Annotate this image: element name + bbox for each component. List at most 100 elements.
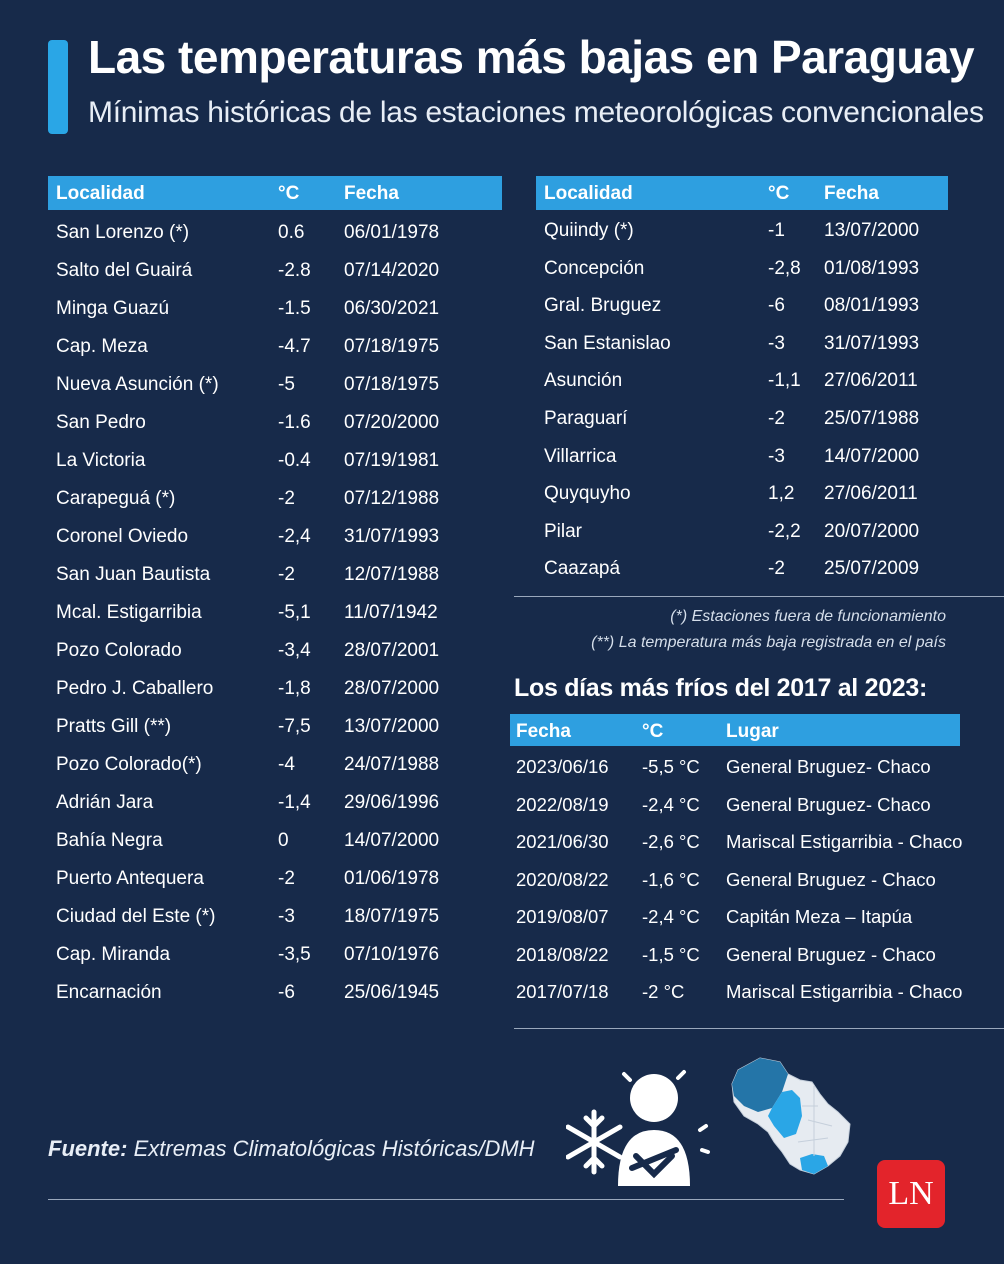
header-fecha: Fecha bbox=[516, 721, 571, 742]
cell-place: General Bruguez - Chaco bbox=[726, 943, 936, 965]
table-row: Ciudad del Este (*) -3 18/07/1975 bbox=[48, 898, 502, 936]
cell-date: 06/01/1978 bbox=[344, 222, 440, 243]
cell-temp: -1 bbox=[768, 220, 785, 241]
cell-temp: -2,8 bbox=[768, 257, 801, 279]
cell-temp: -2,2 bbox=[768, 520, 801, 542]
table-row: 2019/08/07 -2,4 °C Capitán Meza – Itapúa bbox=[510, 898, 960, 936]
cell-place: Nueva Asunción (*) bbox=[56, 374, 219, 395]
cell-temp: -2,4 °C bbox=[642, 906, 700, 927]
header-localidad: Localidad bbox=[544, 183, 633, 204]
cell-temp: -4 bbox=[278, 754, 295, 775]
cell-place: Ciudad del Este (*) bbox=[56, 906, 216, 927]
source-credit: Fuente: Extremas Climatológicas Históric… bbox=[48, 1136, 535, 1162]
cell-temp: -1,6 °C bbox=[642, 868, 700, 890]
cell-temp: -3 bbox=[768, 332, 785, 354]
table-row: Asunción -1,1 27/06/2011 bbox=[536, 362, 948, 400]
table-row: San Estanislao -3 31/07/1993 bbox=[536, 325, 948, 363]
cell-place: San Lorenzo (*) bbox=[56, 222, 190, 243]
cell-temp: -2 bbox=[278, 564, 295, 585]
cell-date: 31/07/1993 bbox=[344, 526, 440, 547]
table-row: 2017/07/18 -2 °C Mariscal Estigarribia - C… bbox=[510, 973, 962, 1011]
cell-temp: -2,4 bbox=[278, 526, 311, 547]
cell-place: Cap. Meza bbox=[56, 336, 148, 357]
cell-place: San Estanislao bbox=[544, 332, 671, 354]
cell-date: 07/12/1988 bbox=[344, 488, 440, 509]
cell-date: 2017/07/18 bbox=[516, 981, 609, 1002]
cell-place: Concepción bbox=[544, 257, 645, 279]
cell-temp: -1,8 bbox=[278, 678, 311, 699]
cell-date: 24/07/1988 bbox=[344, 754, 440, 775]
cell-place: Mariscal Estigarribia - Chaco bbox=[726, 831, 963, 852]
cold-days-table: Fecha °C Lugar 2023/06/16 -5,5 °C General … bbox=[510, 714, 963, 1011]
cell-place: Gral. Bruguez bbox=[544, 295, 662, 317]
cell-temp: -7,5 bbox=[278, 716, 311, 737]
cell-place: Pilar bbox=[544, 520, 583, 542]
cell-date: 14/07/2000 bbox=[824, 445, 920, 467]
cell-temp: 1,2 bbox=[768, 483, 795, 505]
cell-date: 14/07/2000 bbox=[344, 830, 440, 851]
table-row: Puerto Antequera -2 01/06/1978 bbox=[48, 860, 502, 898]
cell-place: Pozo Colorado(*) bbox=[56, 754, 202, 775]
page-title: Las temperaturas más bajas en Paraguay bbox=[88, 31, 975, 83]
cold-table-divider bbox=[514, 1028, 1004, 1029]
cell-place: General Bruguez- Chaco bbox=[726, 793, 931, 815]
cell-place: Quyquyho bbox=[544, 483, 631, 505]
cell-date: 08/01/1993 bbox=[824, 295, 920, 317]
table-row: Villarrica -3 14/07/2000 bbox=[536, 438, 948, 476]
table-row: Pratts Gill (**) -7,5 13/07/2000 bbox=[48, 708, 502, 746]
cell-date: 11/07/1942 bbox=[344, 602, 438, 623]
table-row: San Pedro -1.6 07/20/2000 bbox=[48, 404, 502, 442]
cell-date: 06/30/2021 bbox=[344, 298, 440, 319]
cell-temp: 0.6 bbox=[278, 222, 305, 243]
cell-place: Pedro J. Caballero bbox=[56, 678, 214, 699]
table-row: Carapeguá (*) -2 07/12/1988 bbox=[48, 480, 502, 518]
cell-place: Quiindy (*) bbox=[544, 220, 634, 241]
footnote-out-of-service: (*) Estaciones fuera de funcionamiento bbox=[670, 608, 946, 625]
footer-divider bbox=[48, 1199, 844, 1200]
table-row: San Juan Bautista -2 12/07/1988 bbox=[48, 556, 502, 594]
cell-place: Capitán Meza – Itapúa bbox=[726, 906, 913, 927]
cell-place: Puerto Antequera bbox=[56, 868, 204, 889]
cell-date: 27/06/2011 bbox=[824, 483, 918, 505]
cell-place: Salto del Guairá bbox=[56, 260, 193, 281]
cell-temp: -2 °C bbox=[642, 981, 685, 1002]
table-row: Salto del Guairá -2.8 07/14/2020 bbox=[48, 252, 502, 290]
cell-place: Cap. Miranda bbox=[56, 944, 171, 965]
cell-temp: -5 bbox=[278, 374, 295, 395]
cell-date: 07/18/1975 bbox=[344, 374, 440, 395]
cell-date: 2018/08/22 bbox=[516, 943, 609, 965]
title-accent-bar bbox=[48, 40, 68, 134]
cell-temp: 0 bbox=[278, 830, 289, 851]
cell-date: 25/07/2009 bbox=[824, 558, 920, 580]
cell-temp: -3 bbox=[768, 445, 785, 467]
cell-date: 31/07/1993 bbox=[824, 332, 920, 354]
source-label: Fuente: bbox=[48, 1136, 128, 1161]
cell-date: 18/07/1975 bbox=[344, 906, 440, 927]
table-row: Quyquyho 1,2 27/06/2011 bbox=[536, 475, 948, 513]
table-row: San Lorenzo (*) 0.6 06/01/1978 bbox=[48, 214, 502, 252]
cell-place: Coronel Oviedo bbox=[56, 526, 189, 547]
cell-temp: -2 bbox=[278, 488, 295, 509]
cell-date: 27/06/2011 bbox=[824, 370, 918, 392]
cell-temp: -2.8 bbox=[278, 260, 311, 281]
cell-temp: -3,5 bbox=[278, 944, 311, 965]
table-row: 2020/08/22 -1,6 °C General Bruguez - Chaco bbox=[510, 861, 960, 899]
table-row: Cap. Miranda -3,5 07/10/1976 bbox=[48, 936, 502, 974]
cell-temp: -6 bbox=[278, 982, 295, 1003]
table-header: Localidad °C Fecha bbox=[48, 176, 502, 210]
cell-place: San Pedro bbox=[56, 412, 146, 433]
cell-date: 13/07/2000 bbox=[824, 220, 920, 241]
table-row: 2022/08/19 -2,4 °C General Bruguez- Chaco bbox=[510, 786, 960, 824]
cell-date: 20/07/2000 bbox=[824, 520, 920, 542]
cell-place: Encarnación bbox=[56, 982, 162, 1003]
cell-temp: -1.6 bbox=[278, 412, 311, 433]
cell-place: La Victoria bbox=[56, 450, 146, 471]
cell-date: 13/07/2000 bbox=[344, 716, 440, 737]
table-row: Quiindy (*) -1 13/07/2000 bbox=[536, 212, 948, 250]
page-subtitle: Mínimas históricas de las estaciones met… bbox=[88, 96, 984, 129]
cell-place: Villarrica bbox=[544, 445, 617, 467]
cell-place: San Juan Bautista bbox=[56, 564, 211, 585]
cold-person-icon bbox=[566, 1070, 710, 1186]
cell-place: Pratts Gill (**) bbox=[56, 716, 172, 737]
table-row: Coronel Oviedo -2,4 31/07/1993 bbox=[48, 518, 502, 556]
